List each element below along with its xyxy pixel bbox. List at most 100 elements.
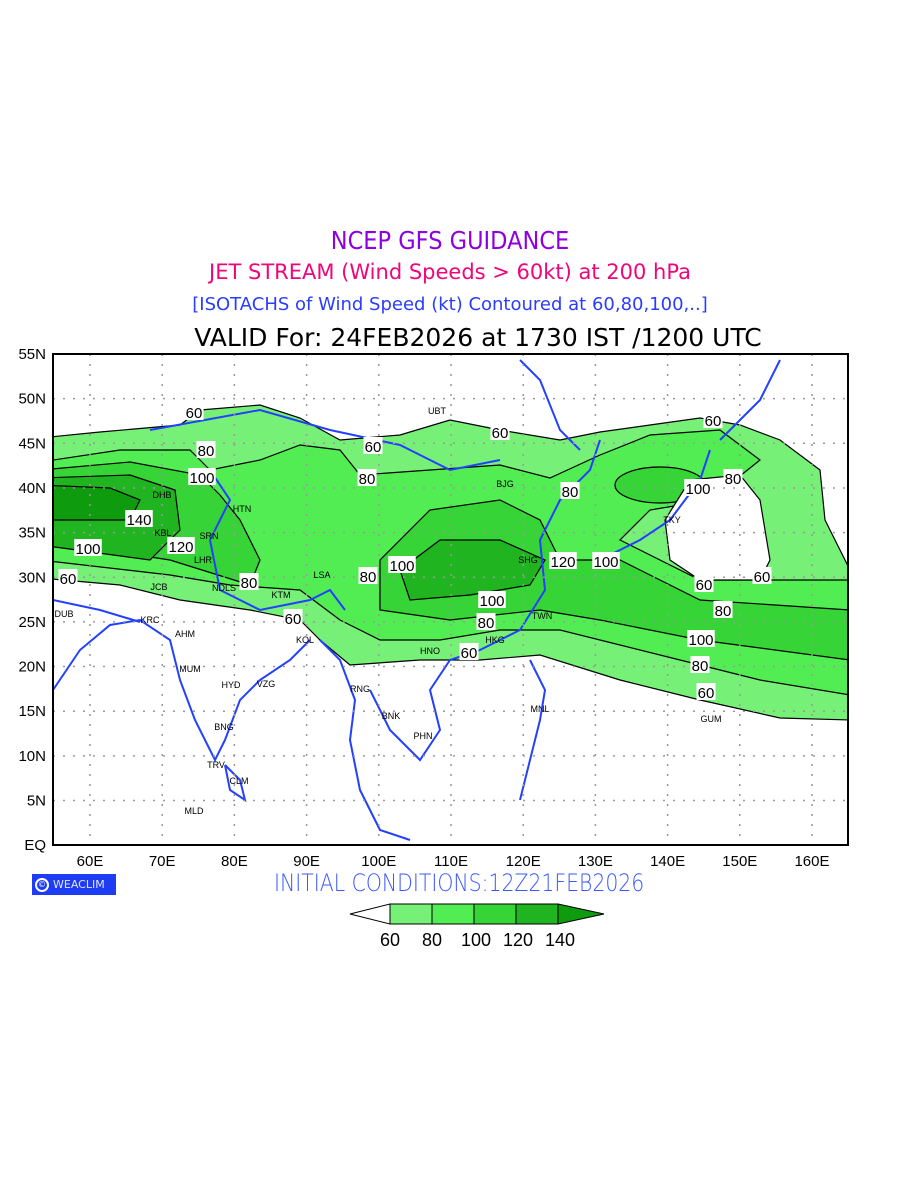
copyright-icon: © <box>35 877 49 892</box>
lat-tick-label: 40N <box>18 480 46 497</box>
city-label: HKG <box>485 635 505 645</box>
city-label: RNG <box>350 684 370 694</box>
city-label: KOL <box>296 635 314 645</box>
lon-tick-label: 70E <box>149 853 176 870</box>
colorbar-label: 60 <box>380 930 400 950</box>
colorbar-120-140 <box>515 903 559 925</box>
contour-label: 60 <box>698 685 715 702</box>
contour-label: 80 <box>562 484 579 501</box>
contour-label: 80 <box>241 575 258 592</box>
contour-label: 80 <box>198 443 215 460</box>
contour-label: 80 <box>725 471 742 488</box>
contour-label-bg <box>358 567 378 584</box>
contour-label: 100 <box>189 470 214 487</box>
contour-label-bg <box>283 609 303 626</box>
contour-label: 100 <box>389 558 414 575</box>
city-label: GUM <box>701 714 722 724</box>
contour-label-bg <box>696 683 716 700</box>
contour-label: 60 <box>461 645 478 662</box>
contour-label-bg <box>713 601 733 618</box>
city-label: HNO <box>420 646 440 656</box>
city-label: TRV <box>207 760 225 770</box>
city-label: JCB <box>150 582 167 592</box>
lat-tick-label: 55N <box>18 346 46 363</box>
contour-label: 100 <box>75 541 100 558</box>
title-isotachs: [ISOTACHS of Wind Speed (kt) Contoured a… <box>192 294 708 315</box>
city-label: BNG <box>214 722 234 732</box>
contour-label-bg <box>167 537 195 554</box>
contour-label: 120 <box>168 539 193 556</box>
city-label: TKY <box>663 515 681 525</box>
colorbar-below-60 <box>349 903 391 925</box>
colorbar-label: 80 <box>422 930 442 950</box>
lon-tick-label: 120E <box>506 853 541 870</box>
city-label: DUB <box>54 609 73 619</box>
contour-label-bg <box>74 539 102 556</box>
contour-label-bg <box>752 567 772 584</box>
contour-label: 120 <box>550 554 575 571</box>
contour-label-bg <box>687 630 715 647</box>
lat-tick-label: 30N <box>18 569 46 586</box>
initial-conditions: INITIAL CONDITIONS:12Z21FEB2026 <box>274 869 645 897</box>
contour-label-bg <box>363 437 383 454</box>
contour-label-bg <box>188 468 216 485</box>
city-label: MUM <box>179 664 201 674</box>
contour-label: 60 <box>365 439 382 456</box>
city-label: AHM <box>175 629 195 639</box>
city-label: TWN <box>532 611 553 621</box>
title-valid-time: VALID For: 24FEB2026 at 1730 IST /1200 U… <box>194 323 762 352</box>
city-label: KRC <box>140 615 160 625</box>
colorbar <box>349 903 605 925</box>
lon-tick-label: 160E <box>794 853 829 870</box>
contour-label-bg <box>690 656 710 673</box>
contour-label-bg <box>694 575 714 592</box>
lat-tick-label: 5N <box>27 793 46 810</box>
contour-label: 100 <box>593 554 618 571</box>
colorbar-80-100 <box>431 903 475 925</box>
contour-label: 60 <box>754 569 771 586</box>
title-ncep: NCEP GFS GUIDANCE <box>330 226 570 255</box>
lon-tick-label: 80E <box>221 853 248 870</box>
colorbar-100-120 <box>473 903 517 925</box>
lat-tick-label: 10N <box>18 748 46 765</box>
contour-label-bg <box>357 469 377 486</box>
colorbar-above-140 <box>557 903 605 925</box>
lon-tick-label: 100E <box>361 853 396 870</box>
contour-label: 60 <box>186 405 203 422</box>
city-label: DHB <box>152 490 171 500</box>
colorbar-label: 100 <box>461 930 491 950</box>
contour-label: 60 <box>705 413 722 430</box>
city-label: HTN <box>233 504 252 514</box>
city-label: LSA <box>313 570 330 580</box>
contour-label: 60 <box>60 571 77 588</box>
colorbar-label: 140 <box>545 930 575 950</box>
colorbar-label: 120 <box>503 930 533 950</box>
lat-tick-label: EQ <box>24 837 46 854</box>
colorbar-60-80 <box>389 903 433 925</box>
city-label: HYD <box>221 680 241 690</box>
contour-label: 80 <box>715 603 732 620</box>
contour-label-bg <box>549 552 577 569</box>
contour-label-bg <box>239 573 259 590</box>
colorbar-labels: 60 80 100 120 140 <box>380 930 575 950</box>
lat-tick-label: 25N <box>18 614 46 631</box>
contour-label: 100 <box>479 593 504 610</box>
lon-tick-label: 140E <box>650 853 685 870</box>
contour-label: 80 <box>360 569 377 586</box>
contour-label-bg <box>476 613 496 630</box>
lat-tick-label: 50N <box>18 391 46 408</box>
contour-label-bg <box>196 441 216 458</box>
weaclim-logo: © WEACLIM <box>32 874 116 895</box>
lon-tick-label: 150E <box>722 853 757 870</box>
city-label: KBL <box>154 528 171 538</box>
band-120-east <box>399 539 546 601</box>
lat-tick-label: 15N <box>18 703 46 720</box>
contour-label-bg <box>58 569 78 586</box>
coastlines <box>53 359 781 841</box>
contour-label-bg <box>490 423 510 440</box>
lat-tick-label: 20N <box>18 659 46 676</box>
contour-label: 80 <box>359 471 376 488</box>
city-label: BNK <box>382 711 401 721</box>
contour-label-bg <box>723 469 743 486</box>
